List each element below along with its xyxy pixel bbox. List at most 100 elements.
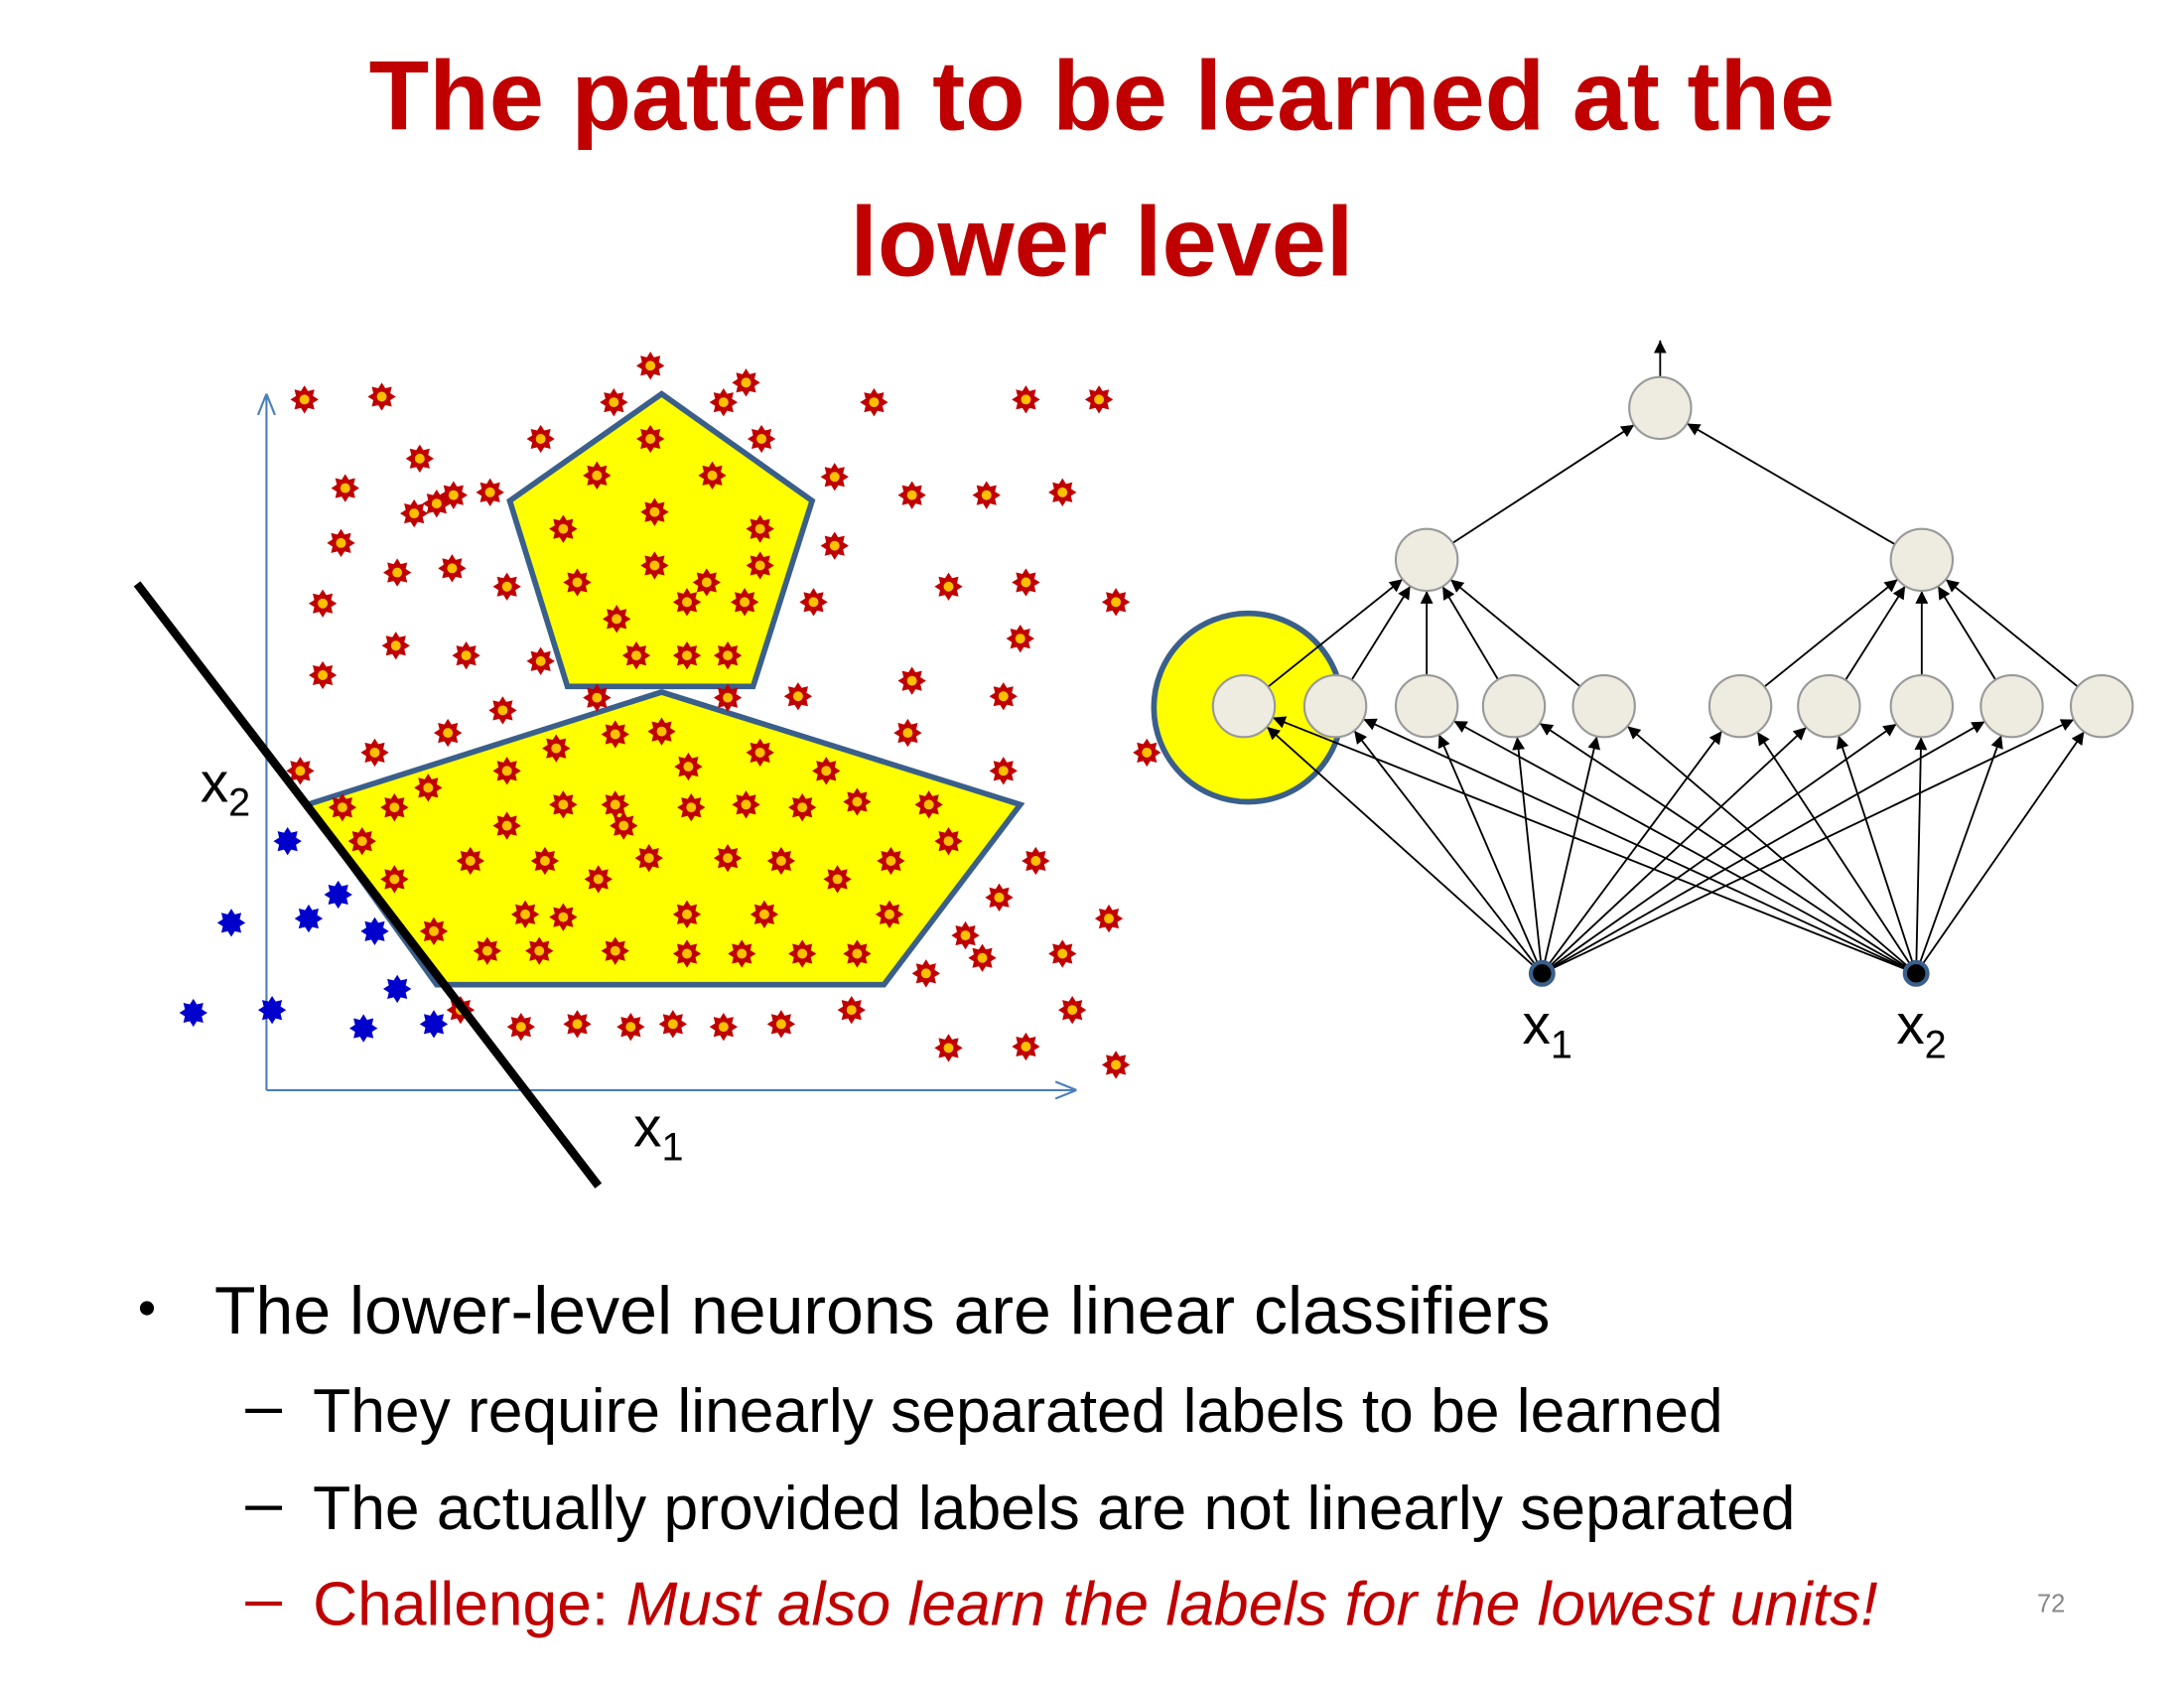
edge xyxy=(1937,585,1996,681)
red-point-center xyxy=(631,650,641,661)
neuron xyxy=(1211,673,1277,739)
blue-point xyxy=(383,974,412,1004)
red-point-center xyxy=(645,434,656,444)
neuron xyxy=(1394,527,1459,593)
red-point-center xyxy=(389,802,400,813)
red-point-center xyxy=(829,540,840,551)
neuron xyxy=(1889,673,1955,739)
red-point-center xyxy=(832,874,843,885)
red-point-center xyxy=(423,782,434,793)
red-point-center xyxy=(414,453,425,464)
edge xyxy=(1267,578,1404,688)
edge xyxy=(1626,725,1909,967)
region xyxy=(506,390,816,690)
red-point-center xyxy=(741,377,751,388)
red-point-center xyxy=(465,856,476,866)
red-point-center xyxy=(977,952,988,963)
red-point-center xyxy=(906,490,917,500)
nodes xyxy=(1211,375,2134,987)
edge xyxy=(1363,718,1907,970)
red-point-center xyxy=(775,856,786,866)
red-point-center xyxy=(869,397,880,408)
points xyxy=(179,352,1161,1079)
red-point-center xyxy=(758,909,769,919)
red-point-center xyxy=(535,655,546,666)
edge xyxy=(1686,422,1896,545)
red-point-center xyxy=(756,434,767,444)
red-point-center xyxy=(723,853,734,864)
subscript: 1 xyxy=(661,1126,683,1170)
edge xyxy=(1453,720,1907,969)
red-point-center xyxy=(1015,633,1025,644)
edge xyxy=(1449,578,1581,688)
red-point-center xyxy=(572,577,583,588)
red-point-center xyxy=(649,560,660,571)
edge xyxy=(1451,424,1635,544)
network-diagram: x1 x2 xyxy=(1151,340,2134,1066)
red-point-center xyxy=(723,650,734,661)
red-point-center xyxy=(1021,577,1031,588)
sub-bullet: They require linearly separated labels t… xyxy=(313,1377,1723,1446)
red-point-center xyxy=(443,728,454,739)
subscript: 2 xyxy=(1925,1023,1947,1066)
red-point-center xyxy=(1111,597,1122,608)
red-point-center xyxy=(645,360,656,371)
label: x xyxy=(633,1097,661,1160)
red-point-center xyxy=(808,597,819,608)
red-point-center xyxy=(1067,1005,1078,1016)
red-point-center xyxy=(625,1022,636,1033)
bullet-marker xyxy=(139,1301,155,1316)
red-point-center xyxy=(683,762,694,773)
edge xyxy=(1763,578,1899,688)
red-point-center xyxy=(295,766,306,776)
neuron xyxy=(1302,673,1368,739)
blue-point xyxy=(349,1014,378,1043)
red-point-center xyxy=(718,397,729,408)
edge xyxy=(1548,730,1723,965)
axis-label: x2 xyxy=(201,753,250,825)
red-point-center xyxy=(484,487,495,497)
red-point-center xyxy=(754,560,765,571)
red-point-center xyxy=(447,563,458,574)
red-point-center xyxy=(1111,1059,1122,1070)
sub-bullet: Challenge: Must also learn the labels fo… xyxy=(313,1570,1877,1638)
edge xyxy=(1549,726,1808,967)
emphasis: Must also learn the labels for the lowes… xyxy=(625,1570,1877,1638)
red-point-center xyxy=(906,675,917,686)
red-point-center xyxy=(610,799,620,810)
blue-point xyxy=(294,904,324,933)
neuron xyxy=(1481,673,1547,739)
red-point-center xyxy=(1057,948,1068,959)
red-point-center xyxy=(740,597,751,608)
sub-bullet: The actually provided labels are not lin… xyxy=(313,1475,1795,1543)
title-line: lower level xyxy=(850,188,1353,298)
blue-point xyxy=(324,880,352,910)
neuron xyxy=(1707,673,1773,739)
red-point-center xyxy=(943,581,954,592)
red-point-center xyxy=(501,581,512,592)
blue-point xyxy=(257,996,287,1025)
red-point-center xyxy=(592,692,603,703)
edge xyxy=(1350,585,1412,681)
edge xyxy=(1539,722,1908,968)
edge xyxy=(1437,734,1539,964)
red-point-center xyxy=(1142,747,1153,758)
red-point-center xyxy=(572,1019,583,1030)
edge xyxy=(1272,716,1906,971)
red-point-center xyxy=(610,729,620,740)
edge xyxy=(1512,737,1543,963)
prefix: Challenge: xyxy=(313,1570,625,1638)
red-point-center xyxy=(754,747,765,758)
neuron xyxy=(1628,375,1693,441)
red-point-center xyxy=(392,567,403,578)
red-point-center xyxy=(737,948,748,959)
red-point-center xyxy=(885,909,894,919)
edge xyxy=(1266,726,1535,967)
red-point-center xyxy=(337,802,347,813)
blue-point xyxy=(179,998,207,1028)
red-point-center xyxy=(318,598,329,609)
axis-label: x1 xyxy=(633,1097,683,1170)
red-point-center xyxy=(797,802,808,813)
red-point-center xyxy=(686,802,697,813)
red-point-center xyxy=(741,799,751,810)
